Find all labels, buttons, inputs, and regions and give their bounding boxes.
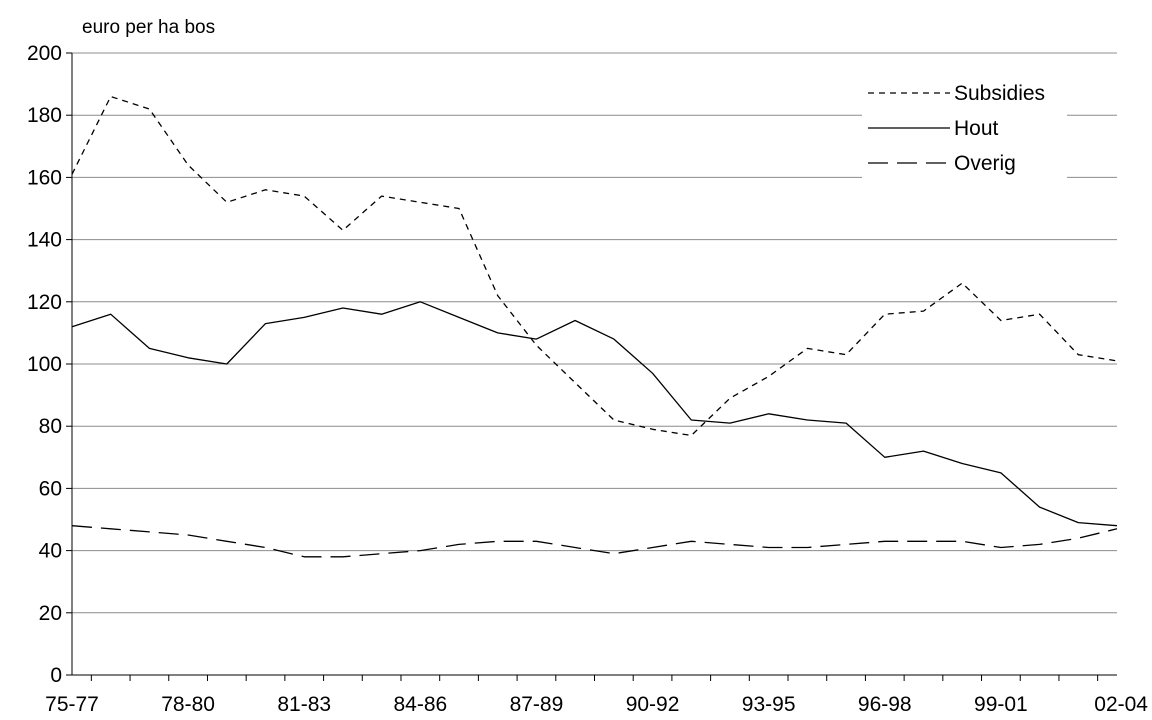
y-tick-label: 200 bbox=[27, 42, 62, 65]
x-tick-label: 81-83 bbox=[277, 693, 331, 716]
y-tick-label: 80 bbox=[39, 415, 62, 438]
gridlines bbox=[72, 52, 1117, 614]
y-tick-label: 180 bbox=[27, 104, 62, 127]
x-tick-label: 90-92 bbox=[626, 693, 680, 716]
y-tick-label: 40 bbox=[39, 540, 62, 563]
y-axis-ticks: 0 20 40 60 80 100 120 140 160 180 200 bbox=[27, 42, 72, 687]
legend-label-subsidies: Subsidies bbox=[954, 82, 1045, 105]
x-tick-label: 87-89 bbox=[510, 693, 564, 716]
x-tick-label: 75-77 bbox=[45, 693, 99, 716]
y-tick-label: 120 bbox=[27, 291, 62, 314]
legend-label-hout: Hout bbox=[954, 117, 999, 140]
x-tick-label: 99-01 bbox=[974, 693, 1028, 716]
series-lines bbox=[71, 95, 1118, 558]
legend-box bbox=[862, 68, 1067, 180]
legend-label-overig: Overig bbox=[954, 152, 1016, 175]
y-axis-label: euro per ha bos bbox=[82, 17, 215, 38]
x-tick-label: 93-95 bbox=[742, 693, 796, 716]
y-tick-label: 0 bbox=[50, 664, 62, 687]
x-tick-label: 84-86 bbox=[393, 693, 447, 716]
y-tick-label: 100 bbox=[27, 353, 62, 376]
x-tick-label: 02-04 bbox=[1094, 693, 1148, 716]
y-tick-label: 60 bbox=[39, 477, 62, 500]
series-line-subsidies bbox=[71, 95, 1118, 437]
legend: Subsidies Hout Overig bbox=[862, 68, 1067, 180]
x-axis-ticks: 75-77 78-80 81-83 84-86 87-89 90-92 93-95 96-98… bbox=[45, 675, 1148, 716]
y-tick-label: 140 bbox=[27, 229, 62, 252]
x-tick-label: 96-98 bbox=[858, 693, 912, 716]
y-tick-label: 20 bbox=[39, 602, 62, 625]
series-line-hout bbox=[71, 301, 1118, 527]
y-tick-label: 160 bbox=[27, 166, 62, 189]
series-line-overig bbox=[71, 525, 1118, 558]
x-tick-label: 78-80 bbox=[161, 693, 215, 716]
